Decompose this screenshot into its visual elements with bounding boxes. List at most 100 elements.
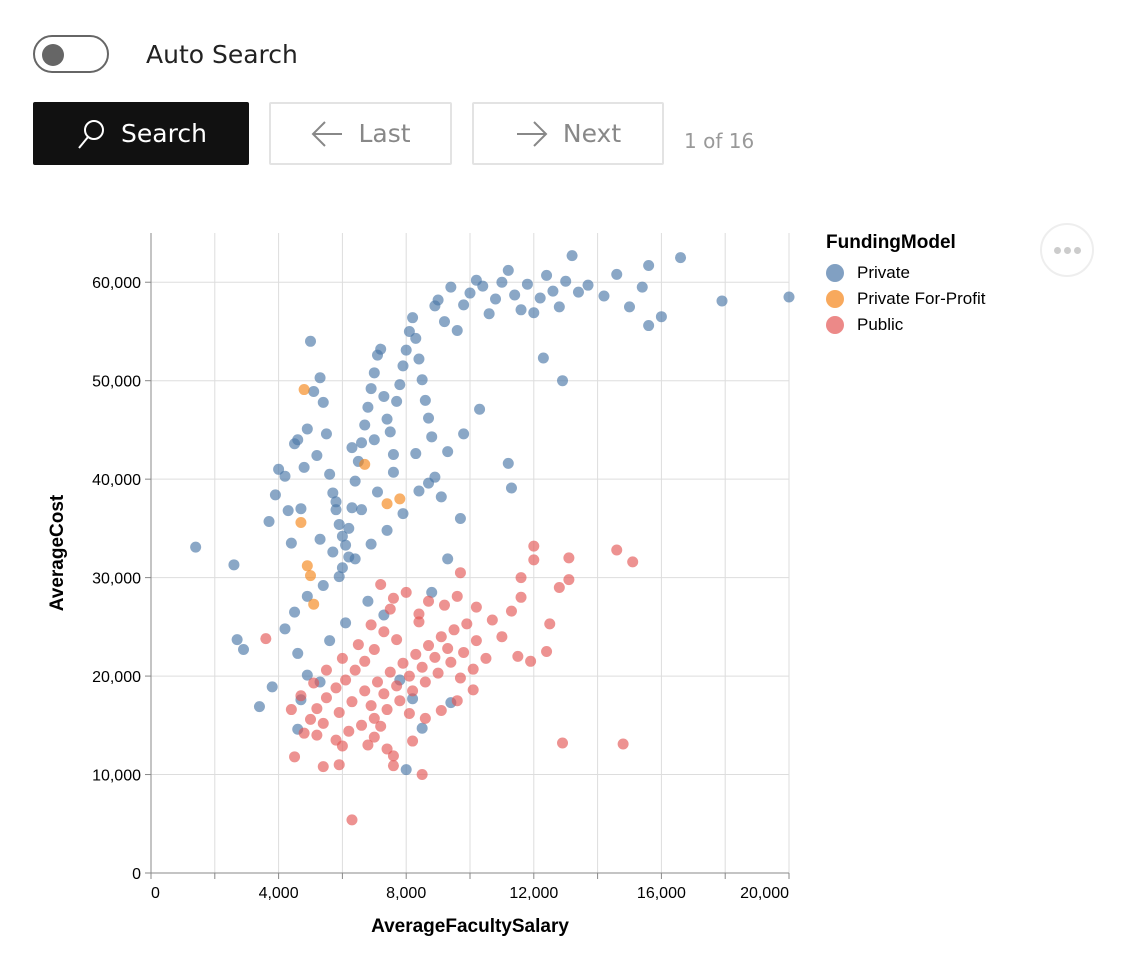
point-private bbox=[362, 401, 374, 413]
point-public bbox=[541, 645, 553, 657]
point-public bbox=[317, 761, 329, 773]
next-button[interactable]: Next bbox=[472, 102, 664, 165]
search-button[interactable]: Search bbox=[33, 102, 249, 165]
point-private bbox=[397, 508, 409, 520]
point-public bbox=[298, 727, 310, 739]
point-public bbox=[336, 652, 348, 664]
point-public bbox=[515, 572, 527, 584]
point-private bbox=[407, 312, 419, 324]
point-private bbox=[572, 286, 584, 298]
x-tick-label: 4,000 bbox=[259, 885, 299, 902]
legend-swatch bbox=[826, 264, 844, 282]
point-private bbox=[528, 307, 540, 319]
point-public bbox=[454, 567, 466, 579]
point-private bbox=[301, 590, 313, 602]
y-tick-label: 0 bbox=[132, 866, 141, 883]
point-public bbox=[419, 712, 431, 724]
point-public bbox=[528, 540, 540, 552]
point-public bbox=[442, 643, 454, 655]
next-button-label: Next bbox=[562, 119, 622, 148]
point-private bbox=[458, 428, 470, 440]
point-private bbox=[365, 383, 377, 395]
point-public bbox=[627, 556, 639, 568]
point-private bbox=[368, 434, 380, 446]
point-public bbox=[340, 674, 352, 686]
point-public bbox=[368, 643, 380, 655]
point-public bbox=[435, 631, 447, 643]
arrow-left-icon bbox=[312, 120, 343, 147]
point-public bbox=[467, 663, 479, 675]
legend-item-private[interactable]: Private bbox=[826, 260, 985, 286]
point-public bbox=[368, 712, 380, 724]
point-public bbox=[470, 635, 482, 647]
point-public bbox=[387, 750, 399, 762]
point-private bbox=[387, 466, 399, 478]
point-private bbox=[324, 468, 336, 480]
point-private bbox=[413, 353, 425, 365]
point-private bbox=[547, 285, 559, 297]
point-private bbox=[266, 681, 278, 693]
point-private bbox=[336, 530, 348, 542]
point-private-for-profit bbox=[295, 516, 307, 528]
point-private bbox=[375, 343, 387, 355]
point-public bbox=[445, 656, 457, 668]
point-private bbox=[505, 482, 517, 494]
point-public bbox=[461, 618, 473, 630]
last-button[interactable]: Last bbox=[269, 102, 452, 165]
search-button-label: Search bbox=[121, 119, 207, 148]
point-public bbox=[410, 648, 422, 660]
point-public bbox=[413, 608, 425, 620]
point-public bbox=[391, 680, 403, 692]
point-private bbox=[340, 539, 352, 551]
point-public bbox=[451, 695, 463, 707]
point-public bbox=[381, 704, 393, 716]
point-public bbox=[557, 737, 569, 749]
point-public bbox=[451, 590, 463, 602]
point-private bbox=[365, 538, 377, 550]
point-public bbox=[553, 581, 565, 593]
point-private bbox=[279, 623, 291, 635]
point-private bbox=[378, 390, 390, 402]
legend-label: Private For-Profit bbox=[857, 289, 986, 308]
point-private bbox=[611, 268, 623, 280]
point-private bbox=[432, 294, 444, 306]
dot-icon bbox=[1063, 246, 1071, 254]
point-public bbox=[435, 705, 447, 717]
legend-swatch bbox=[826, 316, 844, 334]
point-private bbox=[521, 278, 533, 290]
point-public bbox=[429, 651, 441, 663]
point-public bbox=[423, 595, 435, 607]
point-public bbox=[563, 574, 575, 586]
point-public bbox=[317, 717, 329, 729]
point-private bbox=[298, 461, 310, 473]
point-public bbox=[320, 692, 332, 704]
point-public bbox=[407, 735, 419, 747]
point-public bbox=[381, 743, 393, 755]
point-public bbox=[346, 696, 358, 708]
toggle-knob bbox=[42, 44, 64, 66]
point-private bbox=[423, 412, 435, 424]
point-private bbox=[598, 290, 610, 302]
point-public bbox=[308, 677, 320, 689]
point-private bbox=[317, 396, 329, 408]
point-private bbox=[426, 586, 438, 598]
legend-item-private-for-profit[interactable]: Private For-Profit bbox=[826, 286, 985, 312]
point-private bbox=[330, 496, 342, 508]
point-private bbox=[400, 764, 412, 776]
x-axis-title: AverageFacultySalary bbox=[371, 916, 569, 937]
point-private bbox=[636, 281, 648, 293]
point-private bbox=[282, 505, 294, 517]
auto-search-toggle[interactable] bbox=[33, 35, 109, 73]
y-tick-label: 10,000 bbox=[92, 768, 141, 785]
point-private bbox=[426, 431, 438, 443]
more-options-button[interactable] bbox=[1040, 223, 1094, 277]
point-private bbox=[324, 635, 336, 647]
point-public bbox=[305, 713, 316, 725]
point-public bbox=[454, 672, 466, 684]
dot-icon bbox=[1053, 246, 1061, 254]
point-private bbox=[451, 324, 463, 336]
point-private bbox=[387, 449, 399, 461]
legend-item-public[interactable]: Public bbox=[826, 312, 985, 338]
point-private bbox=[509, 289, 521, 301]
point-public bbox=[486, 614, 498, 626]
